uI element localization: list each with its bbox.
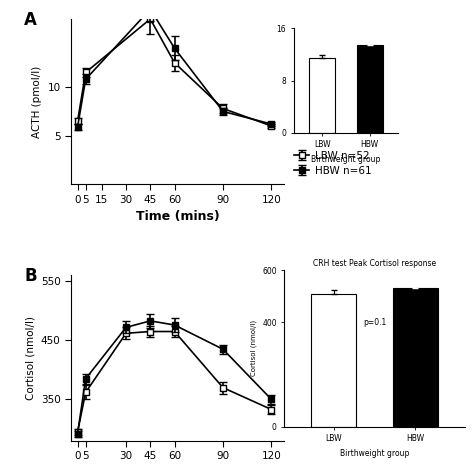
Text: A: A xyxy=(24,11,37,29)
X-axis label: Birthweight group: Birthweight group xyxy=(311,155,381,164)
Title: CRH test Peak Cortisol response: CRH test Peak Cortisol response xyxy=(313,259,436,268)
Bar xyxy=(393,288,438,427)
Y-axis label: Cortisol (nmol/l): Cortisol (nmol/l) xyxy=(250,320,256,376)
Legend: LBW n=52, HBW n=61: LBW n=52, HBW n=61 xyxy=(294,151,371,176)
Bar xyxy=(309,58,335,133)
X-axis label: Birthweight group: Birthweight group xyxy=(340,449,409,458)
X-axis label: Time (mins): Time (mins) xyxy=(136,210,219,223)
Y-axis label: ACTH (pmol/l): ACTH (pmol/l) xyxy=(32,65,42,138)
Text: B: B xyxy=(24,267,37,285)
Bar xyxy=(311,293,356,427)
Y-axis label: Cortisol (nmol/l): Cortisol (nmol/l) xyxy=(26,316,36,400)
Bar xyxy=(356,45,383,133)
Text: p=0.1: p=0.1 xyxy=(363,318,386,327)
